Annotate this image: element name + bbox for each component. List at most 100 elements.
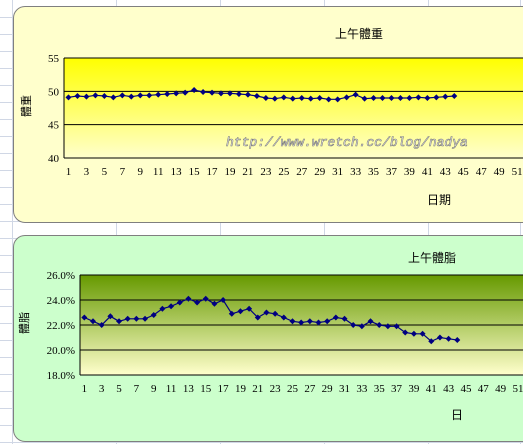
data-point — [182, 89, 189, 96]
x-tick-label: 23 — [270, 383, 282, 395]
data-point — [200, 89, 207, 95]
x-tick-label: 47 — [478, 383, 490, 395]
data-point — [433, 94, 440, 101]
x-tick-label: 37 — [391, 383, 403, 395]
x-tick-label: 33 — [350, 166, 362, 178]
data-point — [90, 318, 97, 325]
x-tick-label: 17 — [218, 383, 230, 395]
data-point — [226, 90, 233, 97]
data-point — [164, 91, 171, 97]
x-tick-label: 13 — [171, 166, 183, 178]
data-point — [367, 318, 374, 325]
data-point — [424, 95, 431, 101]
x-axis-label: 日 — [451, 408, 463, 422]
x-tick-label: 27 — [296, 166, 308, 178]
data-point — [65, 94, 72, 101]
x-tick-label: 39 — [408, 383, 420, 395]
x-tick-label: 9 — [138, 166, 144, 178]
x-tick-label: 25 — [278, 166, 290, 178]
sheet-gridline — [0, 442, 523, 443]
data-point — [211, 300, 218, 307]
x-tick-label: 11 — [166, 383, 177, 395]
data-point — [116, 318, 123, 325]
data-point — [228, 310, 235, 317]
data-point — [185, 295, 192, 302]
y-tick-label: 22.0% — [47, 320, 75, 332]
data-point — [442, 93, 449, 100]
data-point — [298, 95, 305, 101]
data-point — [168, 303, 175, 310]
data-point — [128, 93, 135, 100]
x-tick-label: 1 — [66, 166, 72, 178]
x-tick-label: 21 — [252, 383, 263, 395]
data-point — [436, 334, 443, 341]
data-point — [137, 92, 144, 99]
data-point — [142, 315, 149, 322]
x-tick-label: 7 — [134, 383, 140, 395]
x-tick-label: 11 — [153, 166, 164, 178]
data-point — [419, 330, 426, 337]
x-tick-label: 35 — [368, 166, 380, 178]
data-point — [397, 95, 404, 101]
data-point — [155, 91, 162, 98]
data-point — [352, 91, 359, 98]
data-point — [81, 314, 88, 321]
y-tick-label: 50 — [48, 86, 60, 98]
data-point — [124, 315, 131, 322]
x-tick-label: 47 — [476, 166, 488, 178]
data-point — [272, 310, 279, 317]
data-point — [220, 297, 227, 303]
data-point — [237, 308, 244, 315]
x-tick-label: 19 — [235, 383, 247, 395]
y-tick-label: 26.0% — [47, 270, 75, 282]
x-tick-label: 9 — [151, 383, 157, 395]
data-point — [406, 95, 413, 101]
data-point — [176, 299, 183, 306]
data-point — [393, 323, 400, 330]
bodyfat-chart-panel[interactable]: 上午體脂 18.0% 20.0% 22.0% 24.0% 26.0% 1 3 5 7 9 11 13 1… — [13, 235, 523, 442]
x-tick-label: 3 — [84, 166, 90, 178]
data-point — [402, 329, 409, 336]
x-tick-label: 51 — [512, 166, 523, 178]
x-tick-label: 21 — [242, 166, 253, 178]
data-point — [173, 90, 180, 97]
x-tick-label: 31 — [332, 166, 343, 178]
data-point — [92, 92, 99, 99]
y-axis-label: 體重 — [19, 95, 33, 117]
data-point — [332, 314, 339, 321]
x-tick-label: 5 — [116, 383, 122, 395]
data-point — [159, 305, 166, 312]
x-tick-label: 1 — [82, 383, 88, 395]
x-tick-label: 7 — [120, 166, 126, 178]
y-tick-label: 20.0% — [47, 345, 75, 357]
x-tick-label: 49 — [495, 383, 507, 395]
data-point — [107, 313, 114, 320]
data-point — [343, 94, 350, 101]
x-tick-label: 45 — [460, 383, 472, 395]
data-point — [379, 95, 386, 101]
data-point — [244, 91, 251, 98]
data-point — [370, 95, 377, 101]
x-tick-label: 33 — [356, 383, 368, 395]
data-point — [445, 335, 452, 342]
y-tick-label: 24.0% — [47, 295, 75, 307]
data-point — [289, 318, 296, 325]
x-tick-label: 51 — [512, 383, 523, 395]
plot-area — [64, 58, 523, 158]
x-tick-label: 5 — [102, 166, 108, 178]
data-point — [376, 322, 383, 328]
weight-chart-panel[interactable]: 上午體重 40 45 50 55 1 3 5 7 9 11 13 15 17 19 21 23 25 27 29 31… — [13, 6, 523, 223]
data-point — [341, 315, 348, 322]
x-tick-label: 43 — [440, 166, 452, 178]
x-tick-label: 3 — [99, 383, 105, 395]
x-tick-label: 41 — [426, 383, 437, 395]
data-point — [298, 319, 305, 326]
data-point — [358, 323, 365, 330]
data-point — [271, 95, 278, 102]
y-axis-label: 體脂 — [17, 312, 31, 334]
data-point — [83, 93, 90, 100]
x-tick-label: 15 — [200, 383, 212, 395]
x-tick-label: 27 — [304, 383, 316, 395]
data-point — [361, 95, 368, 102]
